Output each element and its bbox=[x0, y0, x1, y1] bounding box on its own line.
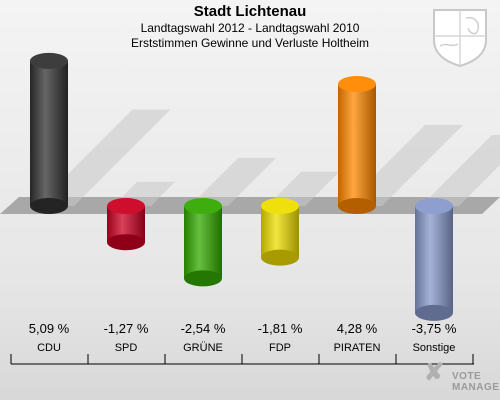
vote-check-icon: ✘ bbox=[424, 359, 445, 386]
category-label: Sonstige bbox=[413, 342, 456, 354]
value-label: 5,09 % bbox=[29, 321, 70, 336]
chart-subtitle: Landtagswahl 2012 - Landtagswahl 2010 bbox=[140, 21, 360, 35]
value-label: -1,27 % bbox=[104, 321, 149, 336]
value-label: -1,81 % bbox=[258, 321, 303, 336]
bar-piraten bbox=[338, 84, 376, 206]
category-label: GRÜNE bbox=[183, 342, 223, 354]
category-label: CDU bbox=[37, 342, 61, 354]
bar-top-cap bbox=[107, 198, 145, 214]
bar-shadow bbox=[267, 171, 340, 206]
bar-top-cap bbox=[30, 52, 68, 69]
logo-text-manager: MANAGER bbox=[452, 382, 500, 393]
bar-bottom-cap bbox=[107, 234, 145, 251]
value-label: 4,28 % bbox=[337, 321, 378, 336]
bar-top-cap bbox=[338, 76, 376, 93]
chart-description: Erststimmen Gewinne und Verluste Holthei… bbox=[130, 36, 370, 50]
category-label: SPD bbox=[115, 342, 138, 354]
bar-bottom-cap bbox=[30, 198, 68, 214]
bar-top-cap bbox=[184, 198, 222, 214]
logo-text-vote: VOTE bbox=[452, 371, 482, 382]
bar-grüne bbox=[184, 206, 222, 279]
category-label: PIRATEN bbox=[334, 342, 381, 354]
bar-bottom-cap bbox=[184, 270, 222, 287]
category-label: FDP bbox=[269, 342, 291, 354]
value-label: -2,54 % bbox=[181, 321, 226, 336]
bar-top-cap bbox=[415, 198, 453, 214]
coat-of-arms-icon bbox=[433, 9, 487, 68]
bar-shadow bbox=[421, 134, 500, 206]
bar-fdp bbox=[261, 206, 299, 258]
bar-sonstige bbox=[415, 206, 453, 313]
bar-cdu bbox=[30, 60, 68, 207]
bar-top-cap bbox=[261, 198, 299, 214]
bar-bottom-cap bbox=[415, 304, 453, 321]
chart-title: Stadt Lichtenau bbox=[193, 3, 307, 20]
bar-bottom-cap bbox=[261, 249, 299, 266]
value-label: -3,75 % bbox=[412, 321, 457, 336]
bar-shadow bbox=[190, 157, 277, 206]
bar-bottom-cap bbox=[338, 198, 376, 214]
bar-shadow bbox=[36, 109, 171, 206]
